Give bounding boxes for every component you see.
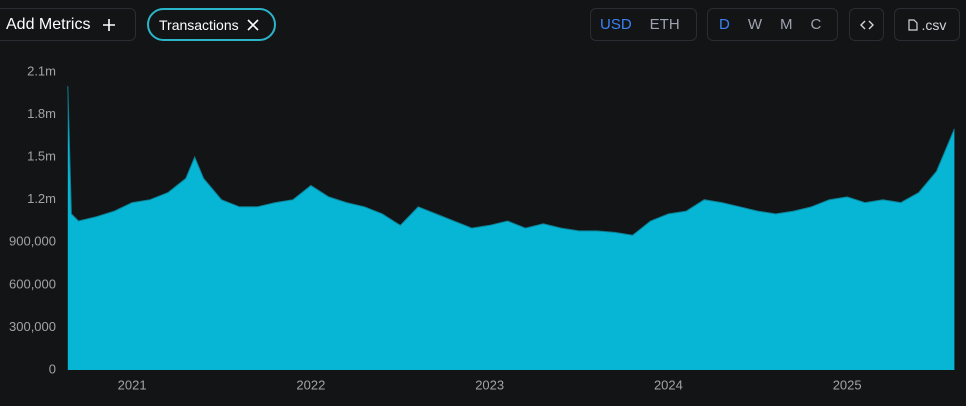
csv-button[interactable]: .csv [894, 8, 960, 41]
x-tick-label: 2024 [654, 377, 683, 392]
y-tick-label: 1.2m [27, 191, 56, 206]
area-line [67, 86, 955, 236]
x-tick-label: 2022 [296, 377, 325, 392]
embed-button[interactable] [849, 8, 884, 41]
y-tick-label: 1.8m [27, 106, 56, 121]
area [67, 86, 955, 370]
y-tick-label: 600,000 [9, 276, 56, 291]
y-tick-label: 900,000 [9, 234, 56, 249]
currency-option[interactable]: ETH [649, 16, 680, 33]
add-metrics-label: Add Metrics [6, 15, 91, 33]
close-icon[interactable] [247, 18, 259, 31]
y-tick-label: 0 [49, 361, 56, 376]
x-tick-label: 2023 [475, 377, 504, 392]
add-metrics-button[interactable]: Add Metrics [0, 8, 136, 41]
x-tick-label: 2025 [833, 377, 862, 392]
interval-option[interactable]: M [780, 16, 793, 33]
y-tick-label: 2.1m [27, 63, 56, 78]
currency-toggle: USD ETH [590, 8, 697, 41]
currency-option[interactable]: USD [600, 16, 632, 33]
y-tick-label: 300,000 [9, 319, 56, 334]
interval-option[interactable]: D [719, 16, 730, 33]
metric-chip-label: Transactions [159, 16, 239, 33]
interval-toggle: D W M C [707, 8, 838, 41]
code-icon [859, 20, 874, 29]
plus-icon [103, 18, 116, 31]
file-icon [907, 18, 918, 31]
metric-chip[interactable]: Transactions [147, 8, 276, 41]
x-tick-label: 2021 [118, 377, 147, 392]
csv-label: .csv [921, 16, 947, 33]
interval-option[interactable]: W [747, 16, 763, 33]
y-tick-label: 1.5m [27, 149, 56, 164]
interval-option[interactable]: C [810, 16, 822, 33]
